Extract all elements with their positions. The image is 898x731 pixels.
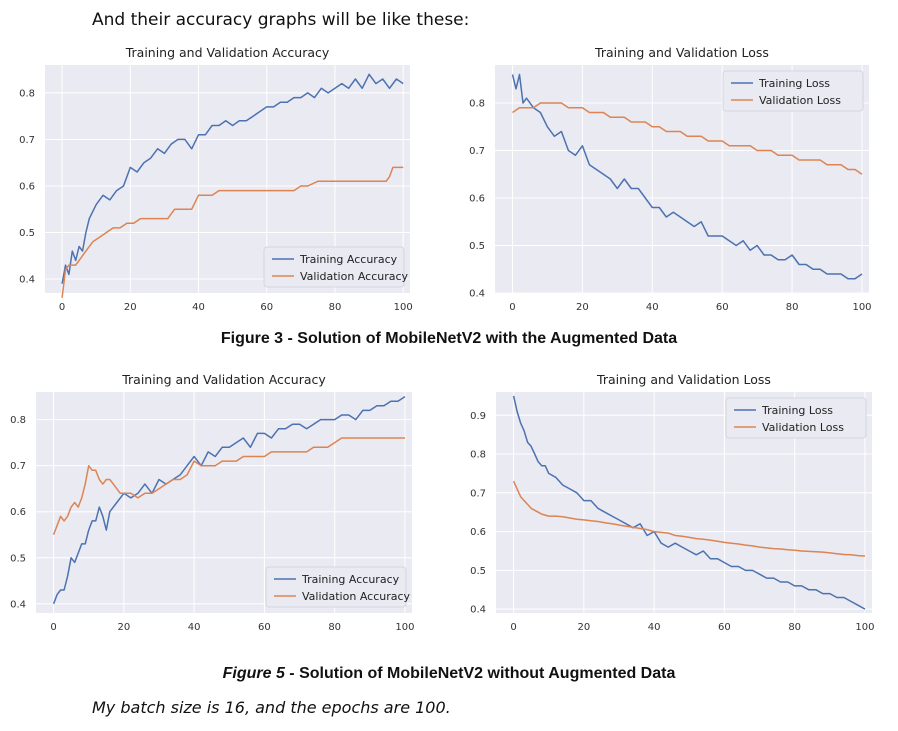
x-tick-label: 0 <box>510 622 516 633</box>
caption-figure-5: Figure 5 - Solution of MobileNetV2 witho… <box>0 665 898 683</box>
x-tick-label: 20 <box>577 622 590 633</box>
x-tick-label: 20 <box>124 302 137 313</box>
x-tick-label: 0 <box>59 302 65 313</box>
y-tick-label: 0.9 <box>470 411 486 422</box>
x-tick-label: 20 <box>117 622 130 633</box>
batch-size-note: My batch size is 16, and the epochs are … <box>92 698 451 717</box>
legend: Training Accuracy Validation Accuracy <box>265 566 411 608</box>
legend-label-validation-accuracy: Validation Accuracy <box>300 270 409 283</box>
y-tick-label: 0.8 <box>19 88 35 99</box>
x-tick-label: 20 <box>576 302 589 313</box>
legend-box <box>263 246 405 288</box>
x-tick-label: 0 <box>509 302 515 313</box>
legend-box <box>722 70 864 112</box>
y-tick-label: 0.4 <box>10 599 26 610</box>
chart-title: Training and Validation Loss <box>596 372 771 387</box>
x-tick-label: 40 <box>188 622 201 633</box>
legend-label-validation-accuracy: Validation Accuracy <box>302 590 411 603</box>
y-tick-label: 0.8 <box>10 415 26 426</box>
intro-text: And their accuracy graphs will be like t… <box>92 10 470 30</box>
series-line-validation-loss <box>512 102 863 175</box>
y-tick-label: 0.5 <box>469 241 485 252</box>
y-tick-label: 0.4 <box>470 605 486 616</box>
legend-label-training-loss: Training Loss <box>758 77 830 90</box>
y-tick-label: 0.7 <box>469 146 485 157</box>
x-tick-label: 60 <box>258 622 271 633</box>
x-tick-label: 60 <box>716 302 729 313</box>
chart-title: Training and Validation Accuracy <box>125 45 330 60</box>
y-tick-label: 0.8 <box>469 99 485 110</box>
y-tick-label: 0.6 <box>10 507 26 518</box>
caption-figure-5-number: Figure 5 <box>222 665 285 682</box>
y-tick-label: 0.5 <box>19 228 35 239</box>
chart-title: Training and Validation Accuracy <box>121 372 326 387</box>
x-tick-label: 80 <box>788 622 801 633</box>
chart-title: Training and Validation Loss <box>594 45 769 60</box>
x-tick-label: 80 <box>328 622 341 633</box>
x-tick-label: 40 <box>192 302 205 313</box>
legend-box <box>725 397 867 439</box>
y-tick-label: 0.5 <box>470 566 486 577</box>
caption-figure-3-number: Figure 3 <box>220 330 284 347</box>
x-tick-label: 100 <box>394 302 413 313</box>
y-tick-label: 0.8 <box>470 450 486 461</box>
legend: Training Accuracy Validation Accuracy <box>263 246 409 288</box>
legend-label-validation-loss: Validation Loss <box>762 421 844 434</box>
x-tick-label: 40 <box>646 302 659 313</box>
y-tick-label: 0.7 <box>19 135 35 146</box>
series-line-validation-accuracy <box>52 437 405 535</box>
x-tick-label: 100 <box>852 302 871 313</box>
series-line-validation-accuracy <box>61 166 404 298</box>
legend-box <box>265 566 407 608</box>
legend-label-training-loss: Training Loss <box>761 404 833 417</box>
y-tick-label: 0.4 <box>19 275 35 286</box>
x-tick-label: 100 <box>855 622 874 633</box>
series-line-validation-loss <box>512 480 866 557</box>
x-tick-label: 80 <box>786 302 799 313</box>
y-tick-label: 0.6 <box>470 527 486 538</box>
y-tick-label: 0.4 <box>469 289 485 300</box>
legend-label-validation-loss: Validation Loss <box>759 94 841 107</box>
caption-figure-3-text: - Solution of MobileNetV2 with the Augme… <box>283 330 678 347</box>
legend-label-training-accuracy: Training Accuracy <box>299 253 398 266</box>
caption-figure-5-text: - Solution of MobileNetV2 without Augmen… <box>284 665 676 682</box>
caption-figure-3: Figure 3 - Solution of MobileNetV2 with … <box>0 330 898 348</box>
y-tick-label: 0.6 <box>469 194 485 205</box>
x-tick-label: 60 <box>718 622 731 633</box>
x-tick-label: 0 <box>50 622 56 633</box>
x-tick-label: 40 <box>648 622 661 633</box>
series-line-training-loss <box>511 73 863 280</box>
legend-label-training-accuracy: Training Accuracy <box>301 573 400 586</box>
y-tick-label: 0.5 <box>10 553 26 564</box>
series-line-training-loss <box>512 395 866 610</box>
x-tick-label: 80 <box>329 302 342 313</box>
legend: Training Loss Validation Loss <box>722 70 864 112</box>
series-line-training-accuracy <box>61 73 404 284</box>
y-tick-label: 0.7 <box>470 488 486 499</box>
y-tick-label: 0.6 <box>19 181 35 192</box>
x-tick-label: 60 <box>260 302 273 313</box>
x-tick-label: 100 <box>395 622 414 633</box>
y-tick-label: 0.7 <box>10 461 26 472</box>
legend: Training Loss Validation Loss <box>725 397 867 439</box>
